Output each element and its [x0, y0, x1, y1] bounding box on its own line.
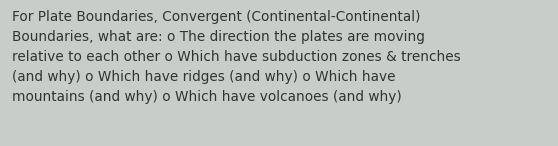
- Text: For Plate Boundaries, Convergent (Continental-Continental)
Boundaries, what are:: For Plate Boundaries, Convergent (Contin…: [12, 10, 461, 104]
